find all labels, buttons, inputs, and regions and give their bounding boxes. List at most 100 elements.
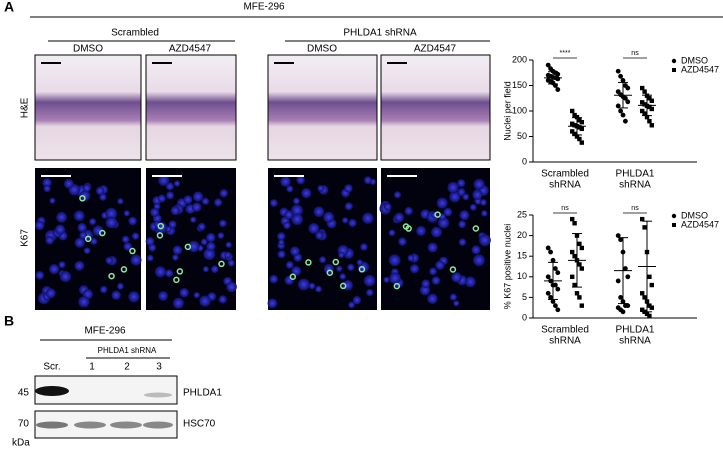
nucleus	[284, 275, 294, 286]
data-point	[553, 266, 558, 271]
k67-signal	[289, 273, 297, 281]
nucleus	[165, 269, 174, 278]
data-point	[577, 295, 582, 300]
nucleus	[421, 279, 431, 289]
data-point	[620, 112, 626, 118]
nucleus	[105, 256, 114, 265]
nucleus	[218, 295, 227, 304]
nucleus	[356, 259, 363, 266]
nucleus	[389, 272, 401, 284]
data-point	[572, 221, 577, 226]
data-point	[548, 249, 553, 255]
x-tick-label: shRNA	[619, 180, 651, 191]
data-point	[640, 100, 645, 105]
y-tick-label: 0	[522, 156, 527, 166]
data-point	[579, 126, 584, 132]
panel-title: MFE-296	[243, 2, 285, 13]
nucleus	[199, 295, 211, 307]
nucleus	[219, 219, 227, 228]
data-point	[570, 216, 575, 222]
nucleus	[191, 202, 202, 212]
legend-marker	[672, 68, 676, 72]
data-point	[620, 78, 626, 83]
nucleus	[35, 270, 45, 280]
legend-marker	[671, 58, 677, 64]
x-tick-label: shRNA	[549, 336, 581, 347]
nucleus	[100, 285, 108, 294]
x-tick-label: shRNA	[549, 180, 581, 191]
he-image	[34, 54, 142, 161]
nucleus	[458, 220, 467, 229]
nucleus	[313, 206, 325, 218]
data-point	[618, 295, 623, 300]
data-point	[577, 262, 582, 267]
data-point	[644, 311, 650, 317]
nucleus	[82, 184, 91, 193]
band	[110, 421, 142, 429]
nucleus	[130, 254, 142, 266]
group-label: PHLDA1 shRNA	[98, 346, 157, 355]
data-point	[640, 291, 645, 296]
data-point	[649, 305, 654, 310]
nucleus	[291, 204, 303, 217]
nucleus	[285, 261, 294, 269]
data-point	[625, 274, 631, 280]
nucleus	[480, 199, 487, 206]
x-tick-label: Scrambled	[541, 169, 589, 180]
k67-signal	[332, 258, 340, 266]
data-point	[642, 225, 647, 230]
nucleus	[49, 263, 60, 275]
data-point	[647, 119, 652, 124]
y-tick-label: 0	[522, 312, 527, 322]
group-label: Scrambled	[111, 28, 159, 39]
he-image	[380, 54, 491, 161]
k67-signal	[156, 232, 164, 239]
data-point	[625, 85, 631, 91]
nucleus	[179, 287, 189, 298]
nucleus	[200, 238, 208, 246]
data-point	[572, 112, 577, 118]
legend-label: DMSO	[681, 210, 708, 220]
nucleus	[158, 174, 170, 186]
nucleus	[58, 261, 66, 269]
treatment-label: DMSO	[307, 44, 337, 55]
nucleus	[170, 206, 180, 216]
nucleus	[77, 222, 87, 233]
nucleus	[225, 241, 232, 248]
nucleus	[128, 291, 140, 303]
y-axis-label: % K67 positive nuclei	[502, 224, 512, 310]
nucleus	[121, 235, 130, 244]
nucleus	[111, 290, 121, 300]
nucleus	[344, 184, 353, 193]
nucleus	[105, 216, 118, 229]
k67-signal	[218, 260, 225, 268]
y-tick-label: 200	[512, 54, 527, 64]
data-point	[577, 241, 582, 247]
nucleus	[116, 282, 124, 290]
nucleus	[437, 217, 450, 229]
nucleus	[206, 232, 216, 243]
nucleus	[172, 245, 183, 255]
nucleus	[291, 266, 302, 276]
nucleus	[347, 263, 355, 271]
nucleus	[436, 197, 448, 209]
nucleus	[291, 213, 303, 226]
nucleus	[197, 222, 206, 231]
nucleus	[183, 195, 193, 205]
nucleus	[388, 229, 396, 237]
nucleus	[154, 266, 166, 278]
data-point	[577, 117, 582, 123]
nucleus	[42, 178, 52, 188]
data-point	[623, 118, 628, 124]
data-point	[555, 286, 561, 292]
data-point	[572, 123, 577, 128]
y-tick-label: 15	[517, 251, 527, 261]
nucleus	[278, 239, 285, 246]
nucleus	[431, 226, 442, 238]
data-point	[644, 114, 650, 120]
data-point	[623, 266, 628, 271]
nucleus	[34, 220, 45, 231]
y-tick-label: 150	[512, 80, 527, 90]
data-point	[548, 295, 553, 300]
data-point	[570, 108, 575, 114]
